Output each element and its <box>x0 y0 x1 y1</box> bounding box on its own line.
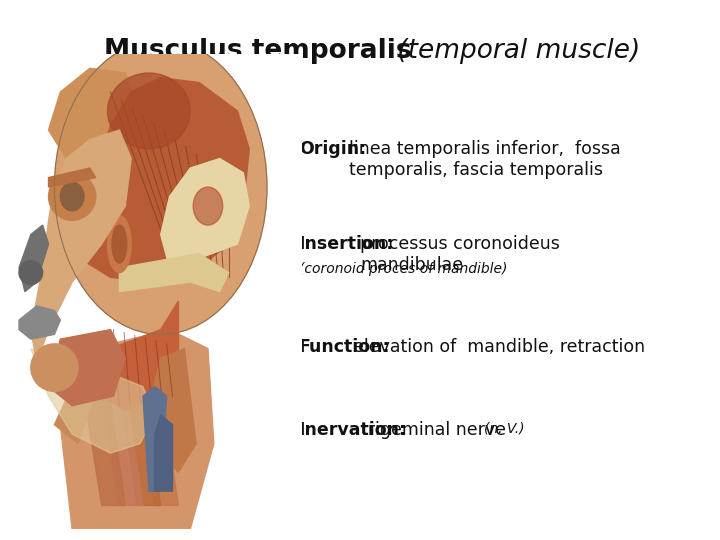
Text: trigeminal nerve: trigeminal nerve <box>361 421 506 439</box>
Ellipse shape <box>112 225 127 263</box>
Text: (n. V.): (n. V.) <box>484 421 524 435</box>
Ellipse shape <box>19 261 42 285</box>
Polygon shape <box>31 349 155 453</box>
Polygon shape <box>19 225 48 292</box>
Text: Inervation:: Inervation: <box>299 421 407 439</box>
Polygon shape <box>19 306 60 339</box>
Polygon shape <box>48 168 96 187</box>
Text: Musculus temporalis: Musculus temporalis <box>104 38 412 64</box>
Polygon shape <box>149 349 196 472</box>
Ellipse shape <box>31 344 78 392</box>
Ellipse shape <box>55 40 267 334</box>
Text: Origin:: Origin: <box>299 140 366 158</box>
Polygon shape <box>120 254 229 292</box>
Polygon shape <box>114 349 161 505</box>
Ellipse shape <box>48 173 96 220</box>
Text: Insertion:: Insertion: <box>299 235 394 253</box>
Text: Function:: Function: <box>299 338 390 355</box>
Text: linea temporalis inferior,  fossa
temporalis, fascia temporalis: linea temporalis inferior, fossa tempora… <box>349 140 621 179</box>
Polygon shape <box>102 301 179 410</box>
Ellipse shape <box>107 73 190 149</box>
Polygon shape <box>96 349 143 505</box>
Polygon shape <box>143 387 166 491</box>
Polygon shape <box>131 349 179 505</box>
Ellipse shape <box>193 187 222 225</box>
Polygon shape <box>72 78 249 282</box>
Polygon shape <box>31 130 131 363</box>
Polygon shape <box>81 358 125 505</box>
Text: processus coronoideus
mandibulae: processus coronoideus mandibulae <box>360 235 560 274</box>
Ellipse shape <box>107 215 131 273</box>
Ellipse shape <box>60 183 84 211</box>
Polygon shape <box>60 329 214 529</box>
Polygon shape <box>161 159 249 268</box>
Text: (coronoid proces of mandible): (coronoid proces of mandible) <box>299 262 507 276</box>
Text: elevation of  mandible, retraction: elevation of mandible, retraction <box>353 338 645 355</box>
Text: (temporal muscle): (temporal muscle) <box>389 38 640 64</box>
Polygon shape <box>55 349 107 444</box>
Polygon shape <box>48 329 125 406</box>
Polygon shape <box>48 68 137 159</box>
Polygon shape <box>155 415 173 491</box>
